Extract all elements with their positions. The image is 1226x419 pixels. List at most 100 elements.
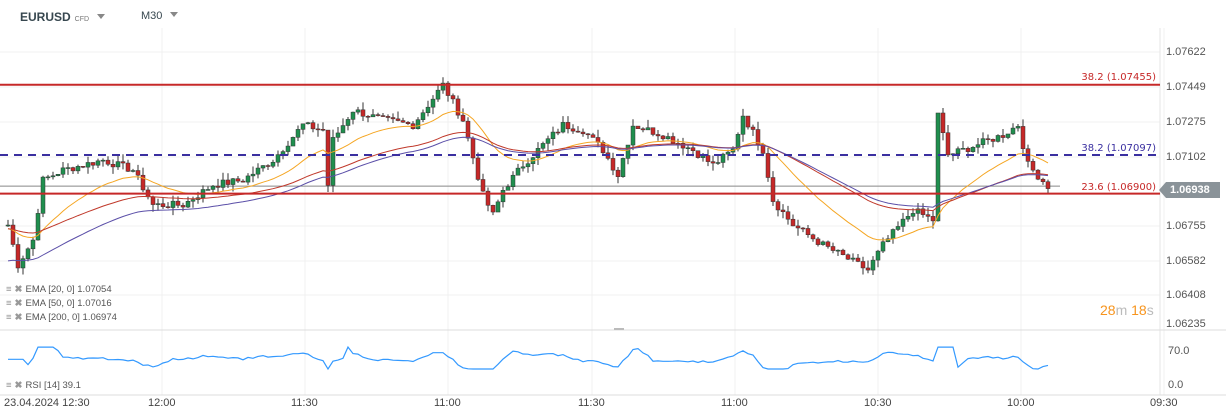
candle xyxy=(20,258,26,269)
indicator-label: RSI [14] 39.1 xyxy=(25,380,81,391)
time-tick: 10:00 xyxy=(1007,397,1035,409)
settings-icon[interactable]: ≡ xyxy=(6,298,12,309)
price-tick: 1.06235 xyxy=(1166,318,1206,330)
candle xyxy=(495,201,501,213)
candle xyxy=(330,137,336,186)
candle xyxy=(770,177,776,202)
indicator-ema200[interactable]: ≡ ✖ EMA [200, 0] 1.06974 xyxy=(6,312,117,323)
time-tick: 10:30 xyxy=(864,397,892,409)
close-icon[interactable]: ✖ xyxy=(14,380,23,391)
candle xyxy=(45,176,51,179)
candle xyxy=(165,206,171,208)
indicator-rsi[interactable]: ≡ ✖ RSI [14] 39.1 xyxy=(6,380,81,391)
candle xyxy=(425,106,431,113)
indicator-ema50[interactable]: ≡ ✖ EMA [50, 0] 1.07016 xyxy=(6,298,112,309)
candle xyxy=(805,228,811,235)
candle xyxy=(870,259,876,271)
indicator-ema20[interactable]: ≡ ✖ EMA [20, 0] 1.07054 xyxy=(6,284,112,295)
candle xyxy=(65,167,71,169)
candle xyxy=(940,112,946,133)
candle xyxy=(325,129,331,186)
candle xyxy=(40,176,46,214)
close-icon[interactable]: ✖ xyxy=(14,312,23,323)
candle xyxy=(310,122,316,130)
candle xyxy=(1000,135,1006,138)
settings-icon[interactable]: ≡ xyxy=(6,284,12,295)
indicator-label: EMA [200, 0] 1.06974 xyxy=(25,312,117,323)
candle xyxy=(980,138,986,145)
ema-50-line xyxy=(7,131,1049,234)
candle xyxy=(210,185,216,190)
candle xyxy=(580,131,586,135)
candle xyxy=(225,179,231,185)
candle xyxy=(300,123,306,130)
candle xyxy=(125,162,131,172)
candle xyxy=(820,241,826,245)
timeframe-selector[interactable]: M30 xyxy=(141,10,179,22)
candle xyxy=(95,160,101,166)
chevron-down-icon xyxy=(170,12,179,17)
candle xyxy=(465,120,471,139)
candle xyxy=(455,98,461,116)
candle xyxy=(460,114,466,122)
timeframe-label: M30 xyxy=(141,10,163,22)
candle xyxy=(740,115,746,135)
candle xyxy=(115,161,121,168)
candle xyxy=(100,159,106,162)
candle xyxy=(545,138,551,144)
candle xyxy=(645,127,651,131)
candle xyxy=(475,157,481,180)
candle xyxy=(765,153,771,178)
candle-countdown: 28m 18s xyxy=(1100,302,1154,318)
candle xyxy=(520,166,526,169)
candle xyxy=(370,114,376,118)
candle xyxy=(800,227,806,230)
candle xyxy=(835,249,841,252)
fib-level-label: 38.2 (1.07455) xyxy=(1081,72,1156,83)
candle xyxy=(975,144,981,148)
candle xyxy=(670,136,676,144)
candle xyxy=(245,175,251,183)
candle xyxy=(400,120,406,123)
candle xyxy=(555,131,561,134)
candle xyxy=(320,129,326,131)
candle xyxy=(610,158,616,171)
time-tick: 12:00 xyxy=(148,397,176,409)
candle xyxy=(660,135,666,140)
candle xyxy=(860,261,866,269)
price-tick: 1.07622 xyxy=(1166,46,1206,58)
close-icon[interactable]: ✖ xyxy=(14,284,23,295)
candle xyxy=(420,112,426,120)
symbol-selector[interactable]: EURUSD CFD xyxy=(20,10,106,24)
candle xyxy=(965,148,971,152)
candle xyxy=(505,186,511,191)
settings-icon[interactable]: ≡ xyxy=(6,312,12,323)
candle xyxy=(315,128,321,131)
candle xyxy=(865,267,871,271)
candle xyxy=(160,203,166,207)
candle xyxy=(430,98,436,108)
settings-icon[interactable]: ≡ xyxy=(6,380,12,391)
candle xyxy=(650,127,656,135)
candle xyxy=(600,142,606,154)
candle xyxy=(1040,178,1046,182)
candle xyxy=(30,239,36,250)
chevron-down-icon xyxy=(97,14,106,19)
candle xyxy=(630,125,636,146)
candle xyxy=(930,216,936,222)
candle xyxy=(970,147,976,152)
candle xyxy=(365,116,371,118)
candle xyxy=(35,213,41,241)
candle xyxy=(415,119,421,129)
candle xyxy=(665,136,671,140)
close-icon[interactable]: ✖ xyxy=(14,298,23,309)
candle xyxy=(390,117,396,120)
candle xyxy=(715,162,721,164)
candle xyxy=(185,201,191,208)
candle xyxy=(150,196,156,205)
candle xyxy=(50,175,56,178)
candle xyxy=(285,145,291,152)
pane-resize-handle[interactable] xyxy=(614,328,624,330)
